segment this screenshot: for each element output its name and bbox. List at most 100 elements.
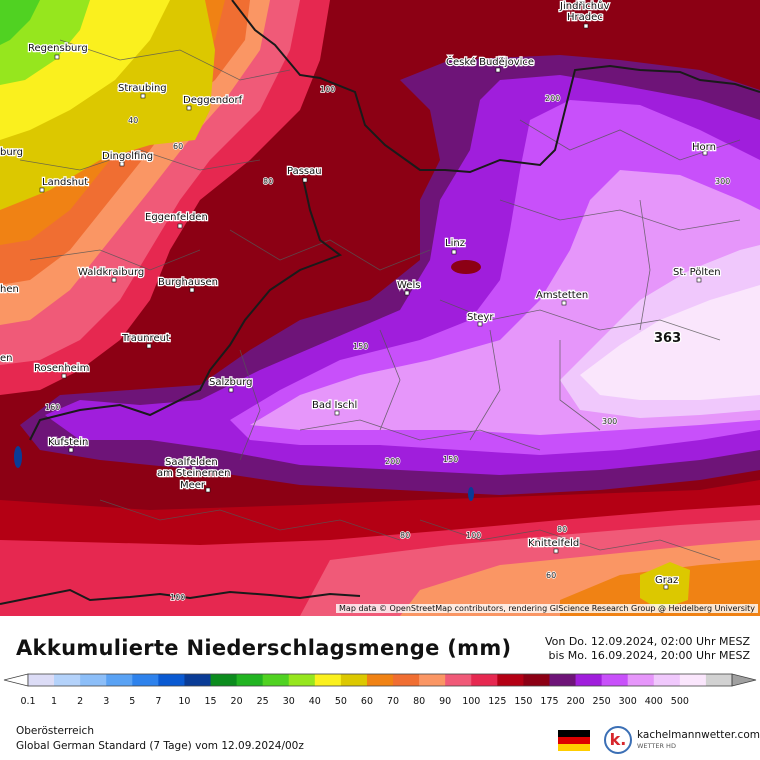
scale-tick-label: 80 bbox=[413, 696, 425, 707]
scale-tick-label: 250 bbox=[593, 696, 611, 707]
city-landshut: Landshut bbox=[42, 177, 88, 188]
period-text: Von Do. 12.09.2024, 02:00 Uhr MESZ bis M… bbox=[545, 635, 750, 663]
scale-tick-label: 200 bbox=[566, 696, 584, 707]
city-st-poelten: St. Pölten bbox=[673, 267, 721, 278]
iso-label: 200 bbox=[545, 94, 560, 103]
kachelmann-logo[interactable]: k. kachelmannwetter.com WETTER HD bbox=[604, 726, 760, 756]
city-partial-hen: hen bbox=[0, 284, 19, 295]
city-regensburg: Regensburg bbox=[28, 43, 88, 54]
scale-tick-label: 0.1 bbox=[20, 696, 35, 707]
city-rosenheim: Rosenheim bbox=[34, 363, 89, 374]
iso-label: 80 bbox=[400, 531, 410, 540]
iso-label: 100 bbox=[320, 85, 335, 94]
scale-tick-label: 300 bbox=[619, 696, 637, 707]
region-label: Oberösterreich bbox=[16, 725, 94, 737]
scale-arrow-high bbox=[731, 673, 757, 687]
map-svg: 40 60 80 100 150 200 300 200 150 300 160… bbox=[0, 0, 760, 616]
patch-linz bbox=[451, 260, 481, 274]
lake-styria bbox=[468, 487, 474, 501]
zone-500 bbox=[580, 285, 760, 400]
city-partial-burg: burg bbox=[0, 147, 23, 158]
model-name: Global German Standard (7 Tage) bbox=[16, 740, 192, 752]
scale-swatch bbox=[158, 674, 185, 686]
city-straubing: Straubing bbox=[118, 83, 167, 94]
scale-swatch bbox=[497, 674, 524, 686]
city-salzburg: Salzburg bbox=[209, 377, 252, 388]
country-borders bbox=[0, 0, 760, 605]
scale-tick-label: 3 bbox=[103, 696, 109, 707]
scale-swatch bbox=[705, 674, 733, 686]
scale-swatch bbox=[627, 674, 655, 686]
city-deggendorf: Deggendorf bbox=[183, 95, 243, 106]
city-graz: Graz bbox=[655, 575, 678, 586]
scale-swatch bbox=[80, 674, 107, 686]
city-eggenfelden: Eggenfelden bbox=[145, 212, 208, 223]
scale-swatch bbox=[601, 674, 629, 686]
city-waldkraiburg: Waldkraiburg bbox=[78, 267, 144, 278]
iso-label: 300 bbox=[602, 417, 617, 426]
city-traunreut: Traunreut bbox=[121, 333, 170, 344]
period-end: bis Mo. 16.09.2024, 20:00 Uhr MESZ bbox=[548, 649, 750, 662]
city-wels: Wels bbox=[397, 280, 420, 291]
scale-tick-label: 20 bbox=[231, 696, 243, 707]
city-markers: Regensburg Straubing Deggendorf Dingolfi… bbox=[0, 0, 722, 590]
scale-swatch bbox=[445, 674, 472, 686]
model-run: vom 12.09.2024/00z bbox=[195, 740, 304, 752]
model-info: Oberösterreich Global German Standard (7… bbox=[16, 724, 304, 754]
scale-tick-label: 15 bbox=[204, 696, 216, 707]
city-linz: Linz bbox=[445, 238, 465, 249]
color-scale: 0.1 1 2 3 5 7 10 15 20 25 30 40 50 60 70 80 90 100 125 150 1… bbox=[3, 673, 757, 707]
city-saalfelden-line3: Meer bbox=[180, 480, 206, 491]
scale-swatch bbox=[106, 674, 133, 686]
scale-swatch bbox=[210, 674, 238, 686]
city-burghausen: Burghausen bbox=[158, 277, 218, 288]
scale-swatch bbox=[653, 674, 681, 686]
scale-tick-label: 100 bbox=[462, 696, 480, 707]
scale-tick-label: 7 bbox=[155, 696, 161, 707]
scale-tick-label: 2 bbox=[77, 696, 83, 707]
legend-title: Akkumulierte Niederschlagsmenge (mm) bbox=[16, 636, 512, 660]
city-saalfelden: Saalfelden bbox=[165, 457, 218, 468]
scale-swatch bbox=[314, 674, 342, 686]
scale-swatch bbox=[288, 674, 316, 686]
isoline-labels: 40 60 80 100 150 200 300 200 150 300 160… bbox=[44, 84, 731, 602]
city-jindrichuv: Jindřichův bbox=[559, 0, 609, 12]
scale-tick-label: 70 bbox=[387, 696, 399, 707]
german-flag-icon bbox=[558, 730, 590, 751]
iso-label: 80 bbox=[263, 177, 273, 186]
city-amstetten: Amstetten bbox=[536, 290, 588, 301]
scale-swatch bbox=[366, 674, 394, 686]
scale-swatch bbox=[132, 674, 159, 686]
scale-swatch bbox=[340, 674, 368, 686]
iso-label: 60 bbox=[173, 142, 183, 151]
city-knittelfeld: Knittelfeld bbox=[528, 538, 579, 549]
city-horn: Horn bbox=[692, 142, 716, 153]
logo-subtitle: WETTER HD bbox=[637, 742, 676, 750]
scale-swatch bbox=[575, 674, 603, 686]
scale-swatch bbox=[393, 674, 420, 686]
scale-tick-label: 125 bbox=[488, 696, 506, 707]
iso-label: 100 bbox=[170, 593, 185, 602]
city-kufstein: Kufstein bbox=[48, 437, 88, 448]
scale-tick-label: 10 bbox=[178, 696, 190, 707]
scale-swatch bbox=[419, 674, 446, 686]
admin-boundaries bbox=[19, 39, 741, 561]
scale-swatch bbox=[549, 674, 577, 686]
scale-tick-label: 40 bbox=[309, 696, 321, 707]
legend-panel: Akkumulierte Niederschlagsmenge (mm) Von… bbox=[0, 616, 760, 760]
city-partial-en: en bbox=[0, 353, 13, 364]
max-value-label: 363 bbox=[654, 331, 681, 346]
iso-label: 150 bbox=[353, 342, 368, 351]
scale-swatch bbox=[54, 674, 81, 686]
lake-chiemsee bbox=[14, 446, 22, 468]
scale-tick-label: 50 bbox=[335, 696, 347, 707]
model-label: Global German Standard (7 Tage) vom 12.0… bbox=[16, 739, 304, 754]
scale-swatch bbox=[471, 674, 498, 686]
scale-tick-label: 175 bbox=[540, 696, 558, 707]
iso-label: 100 bbox=[466, 531, 481, 540]
iso-label: 80 bbox=[557, 525, 567, 534]
city-bad-ischl: Bad Ischl bbox=[312, 400, 357, 411]
city-passau: Passau bbox=[287, 166, 322, 177]
flag-stripe-black bbox=[558, 730, 590, 737]
logo-k-icon: k. bbox=[604, 726, 632, 754]
